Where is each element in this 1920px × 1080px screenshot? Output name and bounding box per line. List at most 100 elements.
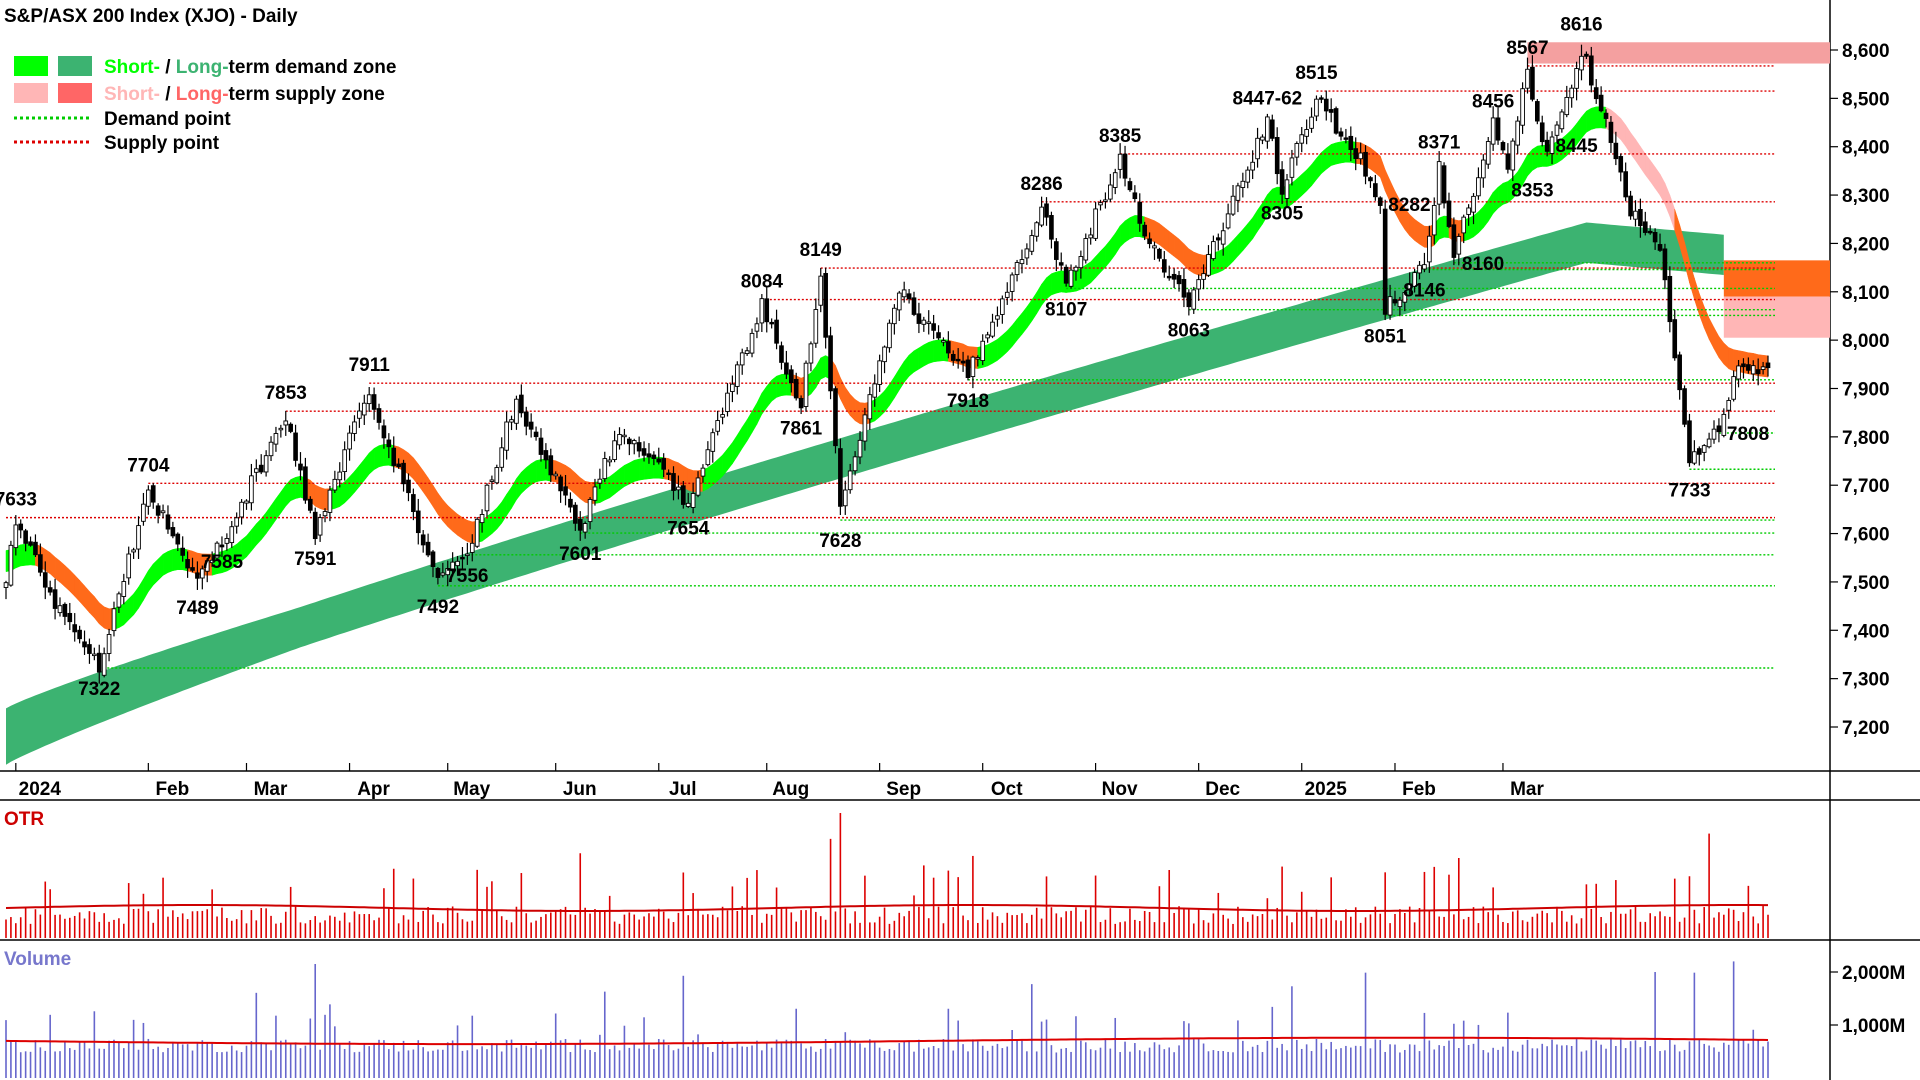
candle xyxy=(214,541,220,560)
legend-swatch-short xyxy=(14,56,48,76)
y-axis: 8,600 8,500 8,400 8,300 8,200 8,100 8,000 7,900… xyxy=(1830,41,1890,739)
candle xyxy=(543,443,549,469)
volume-tick-label: 1,000M xyxy=(1842,1016,1905,1037)
short-term-zone-segment xyxy=(354,464,360,494)
short-term-zone-segment xyxy=(378,444,385,468)
candle xyxy=(533,426,539,441)
price-annotation: 8445 xyxy=(1555,136,1598,157)
candle xyxy=(926,310,932,335)
short-term-zone-segment xyxy=(506,486,512,517)
short-term-zone-segment xyxy=(1375,151,1381,178)
short-term-zone-segment xyxy=(516,471,522,501)
candle xyxy=(1633,200,1638,227)
candle xyxy=(842,480,848,515)
short-term-zone-segment xyxy=(737,426,743,458)
candle xyxy=(1427,225,1432,273)
x-tick-label: Feb xyxy=(1402,779,1436,800)
candle xyxy=(1417,260,1422,280)
y-tick-label: 8,400 xyxy=(1842,138,1890,159)
short-term-zone-segment xyxy=(1252,209,1258,240)
short-term-zone-segment xyxy=(1242,223,1248,252)
short-term-zone-segment xyxy=(884,383,890,413)
short-term-zone-segment xyxy=(418,463,424,493)
short-term-zone-segment xyxy=(1718,335,1725,365)
candle xyxy=(190,557,195,573)
candle xyxy=(1098,199,1103,211)
short-term-zone-segment xyxy=(143,569,149,602)
candle xyxy=(361,394,367,425)
candle xyxy=(87,638,92,664)
short-term-zone-segment xyxy=(64,564,71,592)
short-term-zone-segment xyxy=(987,341,993,367)
candle xyxy=(936,325,941,340)
candle xyxy=(1574,61,1579,101)
candle xyxy=(1672,309,1678,361)
candle xyxy=(1132,185,1138,203)
candle xyxy=(1314,95,1319,122)
candle xyxy=(1530,55,1535,102)
short-term-zone-segment xyxy=(1183,243,1190,271)
candle xyxy=(734,361,740,395)
price-annotation: 7911 xyxy=(349,355,391,376)
short-term-zone-segment xyxy=(629,459,635,485)
candle xyxy=(1000,295,1005,324)
candle xyxy=(803,360,809,412)
candle xyxy=(425,533,431,558)
short-term-zone-segment xyxy=(1703,306,1710,340)
candle xyxy=(1289,149,1295,186)
candle xyxy=(1726,397,1732,419)
candle xyxy=(607,456,613,467)
short-term-zone-segment xyxy=(874,395,880,422)
candle xyxy=(1014,259,1020,282)
short-term-zone-segment xyxy=(368,447,375,475)
candle xyxy=(941,337,946,347)
short-term-zone-segment xyxy=(413,456,419,486)
candle xyxy=(67,602,73,631)
candle xyxy=(411,488,416,521)
y-tick-label: 8,600 xyxy=(1842,41,1890,62)
short-term-zone-segment xyxy=(246,529,252,558)
candle xyxy=(1760,361,1766,375)
candle xyxy=(1206,245,1211,277)
candle xyxy=(1392,290,1398,306)
candle xyxy=(577,511,583,541)
candle xyxy=(455,555,460,576)
candle xyxy=(622,428,627,445)
candle xyxy=(146,485,151,515)
candle xyxy=(23,528,28,552)
candle xyxy=(1642,211,1648,236)
candle xyxy=(1299,127,1305,153)
y-tick-label: 7,500 xyxy=(1842,573,1890,594)
candle xyxy=(28,536,33,547)
candle xyxy=(224,533,230,551)
candle xyxy=(337,462,343,488)
candle xyxy=(592,478,598,506)
short-term-zone-segment xyxy=(1188,248,1195,274)
candle xyxy=(141,492,146,526)
x-tick-label: Dec xyxy=(1205,779,1240,800)
short-term-zone-segment xyxy=(1473,211,1479,238)
candle xyxy=(1618,153,1624,182)
short-term-zone-segment xyxy=(339,481,345,508)
price-annotation: 8305 xyxy=(1261,204,1304,225)
short-term-zone-segment xyxy=(1640,145,1646,176)
y-tick-label: 8,200 xyxy=(1842,234,1890,255)
candle xyxy=(1549,131,1555,165)
candle xyxy=(121,573,127,605)
candle xyxy=(1446,192,1452,229)
short-term-zone-segment xyxy=(192,550,198,575)
candle xyxy=(165,505,171,534)
candle xyxy=(1397,296,1403,317)
candle xyxy=(258,454,264,475)
candle xyxy=(990,313,995,339)
x-tick-label: Sep xyxy=(886,779,921,800)
short-term-zone-segment xyxy=(1492,186,1499,215)
short-term-zone-segment xyxy=(712,458,718,486)
candle xyxy=(1544,131,1550,157)
candle xyxy=(1049,211,1054,249)
candle xyxy=(774,309,779,350)
short-term-zone-segment xyxy=(1409,213,1415,242)
candle xyxy=(1539,115,1545,147)
candle xyxy=(415,498,421,545)
short-term-zone-segment xyxy=(1502,181,1509,205)
